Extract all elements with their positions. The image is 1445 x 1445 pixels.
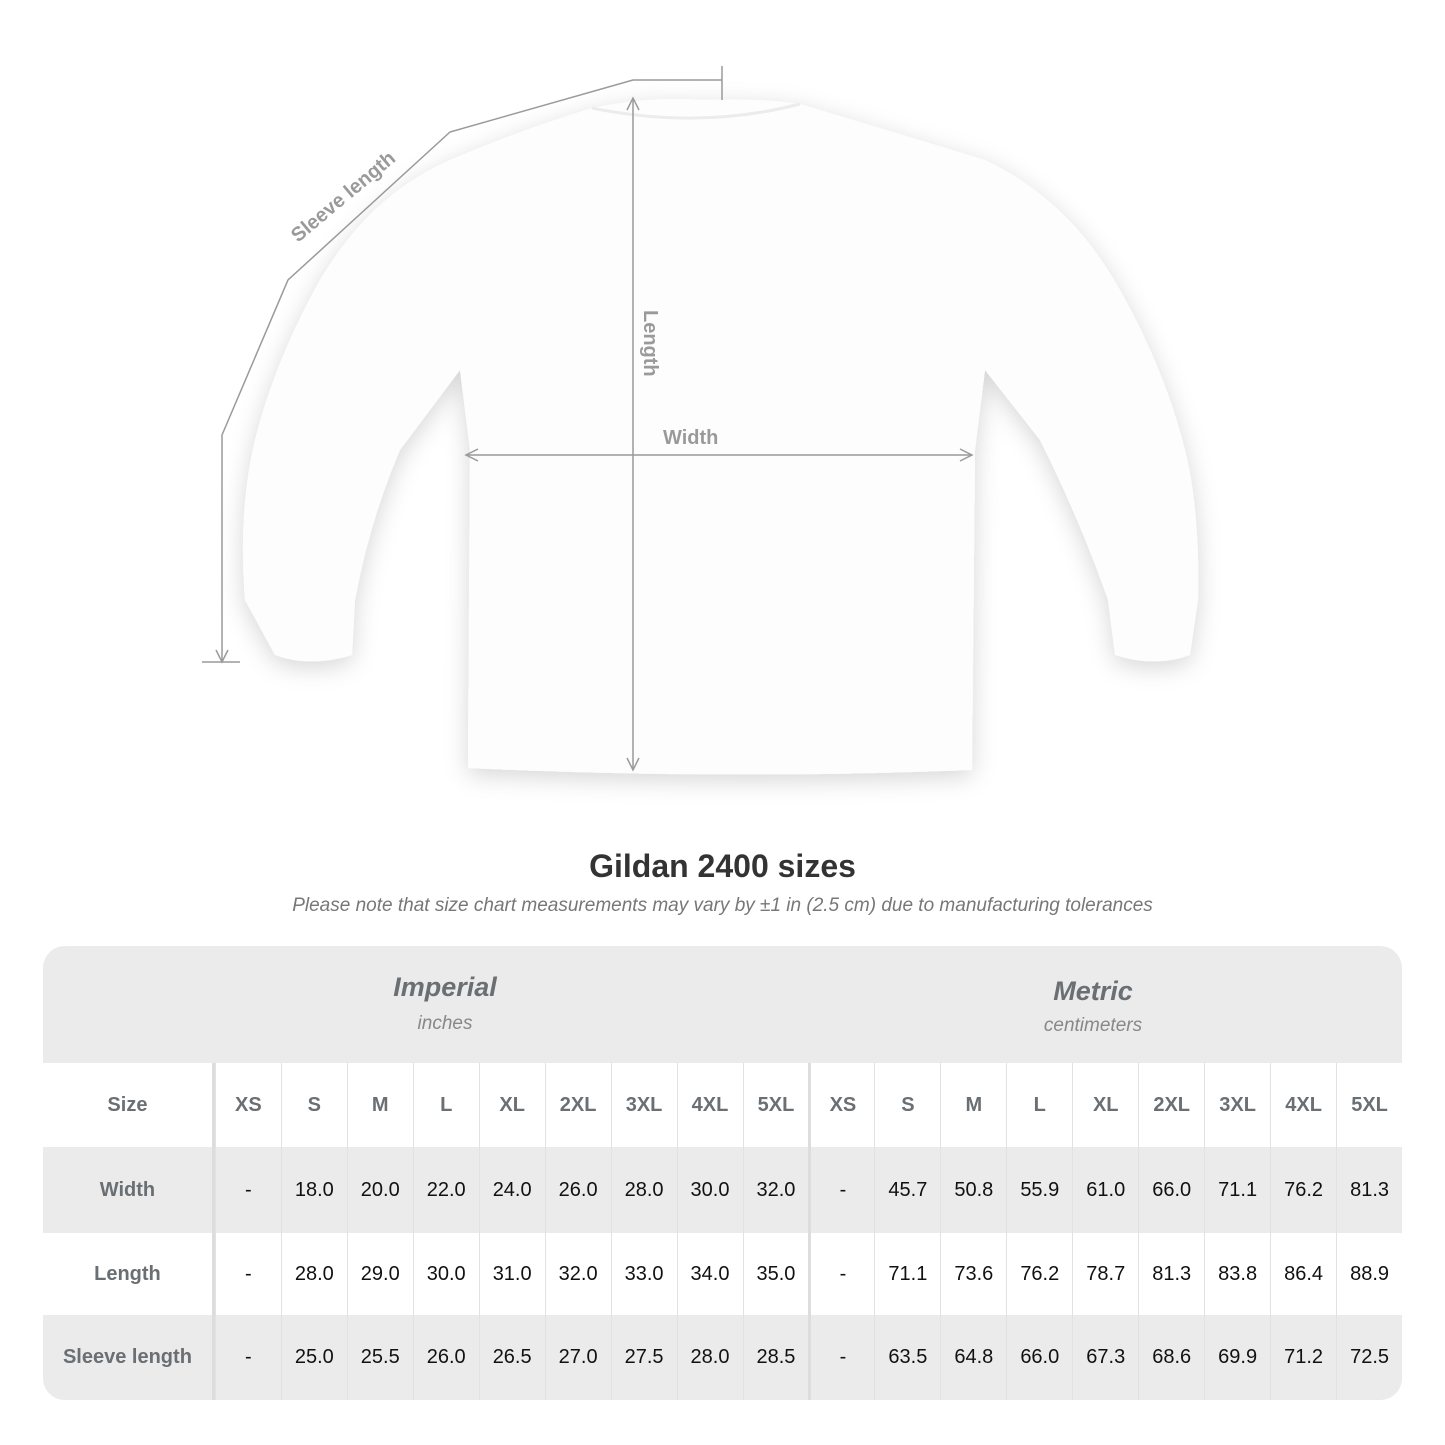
imperial-value: 28.0	[280, 1233, 347, 1315]
imperial-value: 32.0	[544, 1233, 611, 1315]
size-header-imperial: 4XL	[676, 1063, 743, 1147]
metric-value: 64.8	[940, 1315, 1006, 1400]
size-header-imperial: L	[412, 1063, 479, 1147]
metric-value: 72.5	[1336, 1315, 1402, 1400]
metric-value: 88.9	[1336, 1233, 1402, 1315]
metric-header: Metric centimeters	[809, 946, 1377, 1063]
imperial-value: 24.0	[478, 1147, 545, 1233]
chart-title: Gildan 2400 sizes	[589, 848, 856, 884]
imperial-value: 35.0	[742, 1233, 809, 1315]
imperial-value: 28.0	[610, 1147, 677, 1233]
metric-value: -	[808, 1147, 874, 1233]
metric-value: 81.3	[1336, 1147, 1402, 1233]
size-header-imperial: M	[346, 1063, 413, 1147]
metric-value: 63.5	[874, 1315, 940, 1400]
metric-unit: centimeters	[1043, 1015, 1143, 1036]
size-header-imperial: 3XL	[610, 1063, 677, 1147]
size-header-row: Size XS S M L XL 2XL 3XL 4XL 5XL XS S M L XL 2XL 3XL 4XL 5…	[43, 1063, 1402, 1147]
size-table: Imperial inches Metric centimeters Size X…	[43, 946, 1402, 1400]
imperial-value: 26.5	[478, 1315, 545, 1400]
metric-value: 55.9	[1006, 1147, 1072, 1233]
imperial-value: -	[214, 1233, 281, 1315]
metric-value: 76.2	[1270, 1147, 1336, 1233]
imperial-value: 22.0	[412, 1147, 479, 1233]
imperial-value: 30.0	[676, 1147, 743, 1233]
metric-value: 71.2	[1270, 1315, 1336, 1400]
metric-value: 78.7	[1072, 1233, 1138, 1315]
size-header-metric: S	[874, 1063, 940, 1147]
shirt-diagram: Sleeve length Length Width	[202, 66, 1199, 775]
metric-value: 71.1	[1204, 1147, 1270, 1233]
length-label: Length	[639, 310, 661, 377]
imperial-value: 27.0	[544, 1315, 611, 1400]
metric-value: 50.8	[940, 1147, 1006, 1233]
size-header-metric: 5XL	[1336, 1063, 1402, 1147]
metric-value: 61.0	[1072, 1147, 1138, 1233]
metric-value: 73.6	[940, 1233, 1006, 1315]
metric-value: 76.2	[1006, 1233, 1072, 1315]
imperial-value: 29.0	[346, 1233, 413, 1315]
imperial-value: 33.0	[610, 1233, 677, 1315]
size-header-metric: 2XL	[1138, 1063, 1204, 1147]
metric-value: 45.7	[874, 1147, 940, 1233]
tolerance-note: Please note that size chart measurements…	[292, 895, 1153, 916]
imperial-value: 30.0	[412, 1233, 479, 1315]
size-header-metric: M	[940, 1063, 1006, 1147]
metric-value: 66.0	[1006, 1315, 1072, 1400]
metric-value: 66.0	[1138, 1147, 1204, 1233]
metric-value: -	[808, 1315, 874, 1400]
imperial-value: 32.0	[742, 1147, 809, 1233]
shirt-shape	[242, 99, 1199, 775]
imperial-value: -	[214, 1147, 281, 1233]
row-label: Width	[43, 1147, 215, 1233]
imperial-value: 31.0	[478, 1233, 545, 1315]
imperial-value: 26.0	[544, 1147, 611, 1233]
size-header-metric: XL	[1072, 1063, 1138, 1147]
row-label: Sleeve length	[43, 1315, 215, 1400]
width-label: Width	[663, 427, 718, 449]
imperial-value: 28.5	[742, 1315, 809, 1400]
size-header-imperial: XS	[214, 1063, 281, 1147]
table-row: Sleeve length -25.0 25.5 26.0 26.5 27.0 27.5 28…	[43, 1315, 1402, 1400]
size-label: Size	[43, 1063, 215, 1147]
imperial-value: 28.0	[676, 1315, 743, 1400]
metric-value: -	[808, 1233, 874, 1315]
imperial-value: 26.0	[412, 1315, 479, 1400]
sleeve-length-line	[221, 79, 722, 662]
imperial-unit: inches	[417, 1013, 473, 1034]
imperial-value: 34.0	[676, 1233, 743, 1315]
collar	[591, 102, 801, 120]
size-header-metric: 4XL	[1270, 1063, 1336, 1147]
row-label: Length	[43, 1233, 215, 1315]
imperial-value: -	[214, 1315, 281, 1400]
imperial-value: 25.5	[346, 1315, 413, 1400]
metric-value: 71.1	[874, 1233, 940, 1315]
metric-value: 67.3	[1072, 1315, 1138, 1400]
table-row: Length -28.0 29.0 30.0 31.0 32.0 33.0 34.0 35.0-…	[43, 1233, 1402, 1315]
metric-value: 81.3	[1138, 1233, 1204, 1315]
size-header-imperial: XL	[478, 1063, 545, 1147]
size-header-imperial: 2XL	[544, 1063, 611, 1147]
table-row: Width -18.0 20.0 22.0 24.0 26.0 28.0 30.0 32.0-4…	[43, 1147, 1402, 1233]
imperial-title: Imperial	[393, 972, 497, 1002]
metric-title: Metric	[1053, 976, 1133, 1006]
metric-value: 68.6	[1138, 1315, 1204, 1400]
metric-value: 83.8	[1204, 1233, 1270, 1315]
metric-value: 86.4	[1270, 1233, 1336, 1315]
imperial-value: 27.5	[610, 1315, 677, 1400]
size-header-metric: L	[1006, 1063, 1072, 1147]
size-header-imperial: S	[280, 1063, 347, 1147]
metric-value: 69.9	[1204, 1315, 1270, 1400]
imperial-value: 18.0	[280, 1147, 347, 1233]
size-header-imperial: 5XL	[742, 1063, 809, 1147]
size-header-metric: XS	[808, 1063, 874, 1147]
imperial-value: 25.0	[280, 1315, 347, 1400]
imperial-value: 20.0	[346, 1147, 413, 1233]
size-header-metric: 3XL	[1204, 1063, 1270, 1147]
imperial-header: Imperial inches	[215, 946, 675, 1063]
